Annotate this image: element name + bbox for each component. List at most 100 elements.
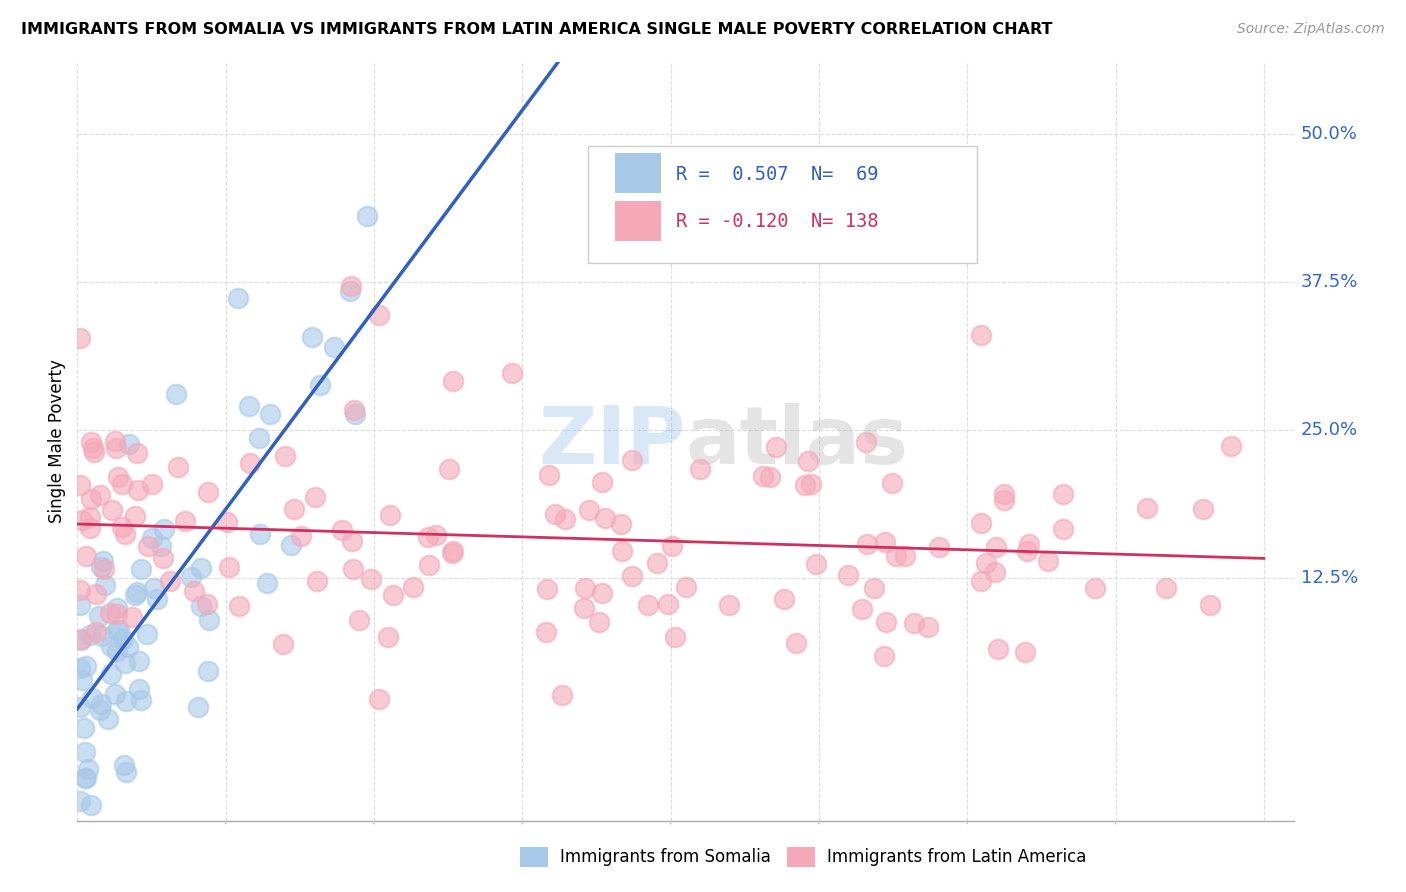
Point	[751, 469, 773, 483]
Point	[153, 522, 176, 536]
Point	[70, 633, 93, 648]
Point	[339, 284, 361, 298]
Point	[441, 543, 464, 558]
Point	[121, 610, 143, 624]
Point	[588, 615, 610, 629]
Point	[125, 585, 148, 599]
Bar	[614, 153, 661, 193]
Text: IMMIGRANTS FROM SOMALIA VS IMMIGRANTS FROM LATIN AMERICA SINGLE MALE POVERTY COR: IMMIGRANTS FROM SOMALIA VS IMMIGRANTS FR…	[21, 22, 1053, 37]
Point	[360, 572, 382, 586]
Point	[534, 625, 557, 640]
Point	[645, 556, 668, 570]
Point	[82, 441, 104, 455]
Point	[591, 475, 613, 490]
Point	[98, 606, 121, 620]
Point	[125, 446, 148, 460]
Point	[970, 328, 993, 343]
Point	[330, 524, 353, 538]
Point	[304, 490, 326, 504]
Point	[79, 521, 101, 535]
Point	[111, 520, 134, 534]
Point	[928, 541, 950, 555]
Point	[101, 502, 124, 516]
Point	[718, 598, 741, 612]
Point	[141, 477, 163, 491]
Point	[609, 517, 631, 532]
Point	[974, 556, 997, 570]
Point	[875, 615, 897, 630]
Point	[544, 507, 567, 521]
Point	[114, 694, 136, 708]
Point	[152, 551, 174, 566]
Point	[290, 529, 312, 543]
Text: R =  0.507  N=  69: R = 0.507 N= 69	[676, 165, 879, 184]
Point	[855, 434, 877, 449]
Point	[538, 468, 561, 483]
Point	[377, 631, 399, 645]
Point	[307, 574, 329, 588]
Text: R = -0.120  N= 138: R = -0.120 N= 138	[676, 212, 879, 231]
Point	[105, 601, 128, 615]
Point	[367, 692, 389, 706]
Point	[993, 493, 1015, 508]
Point	[76, 771, 98, 785]
Point	[441, 374, 464, 388]
Point	[70, 632, 93, 647]
Point	[77, 762, 100, 776]
Point	[271, 636, 294, 650]
Point	[190, 599, 212, 613]
Point	[259, 407, 281, 421]
Point	[90, 697, 112, 711]
Point	[198, 613, 221, 627]
Point	[75, 659, 97, 673]
Point	[112, 757, 135, 772]
Point	[173, 514, 195, 528]
Point	[621, 453, 644, 467]
Point	[785, 636, 807, 650]
Point	[1198, 598, 1220, 612]
Point	[873, 534, 896, 549]
Point	[124, 508, 146, 523]
Point	[283, 501, 305, 516]
Point	[195, 597, 218, 611]
Point	[87, 608, 110, 623]
Point	[380, 508, 402, 522]
Text: 50.0%: 50.0%	[1301, 125, 1358, 143]
Point	[117, 436, 139, 450]
Point	[141, 531, 163, 545]
Point	[127, 483, 149, 498]
Point	[1192, 502, 1215, 516]
Point	[75, 549, 97, 563]
Point	[309, 377, 332, 392]
FancyBboxPatch shape	[588, 145, 977, 263]
Point	[1015, 544, 1038, 558]
Point	[159, 574, 181, 588]
Point	[128, 654, 150, 668]
Point	[167, 459, 190, 474]
Point	[142, 581, 165, 595]
Point	[256, 575, 278, 590]
Point	[91, 554, 114, 568]
Point	[340, 534, 363, 549]
Point	[107, 469, 129, 483]
Point	[917, 619, 939, 633]
Point	[621, 569, 644, 583]
Point	[91, 629, 114, 643]
Text: Immigrants from Somalia: Immigrants from Somalia	[560, 848, 770, 866]
Point	[578, 503, 600, 517]
Point	[1220, 439, 1243, 453]
Point	[987, 642, 1010, 657]
Point	[1084, 581, 1107, 595]
Point	[418, 558, 440, 573]
Point	[574, 582, 596, 596]
Text: ZIP: ZIP	[538, 402, 686, 481]
Point	[114, 657, 136, 671]
Point	[381, 588, 404, 602]
Point	[112, 632, 135, 647]
Point	[70, 673, 93, 688]
Point	[79, 628, 101, 642]
Point	[340, 278, 363, 293]
Point	[572, 601, 595, 615]
Text: Immigrants from Latin America: Immigrants from Latin America	[827, 848, 1085, 866]
Point	[591, 586, 613, 600]
